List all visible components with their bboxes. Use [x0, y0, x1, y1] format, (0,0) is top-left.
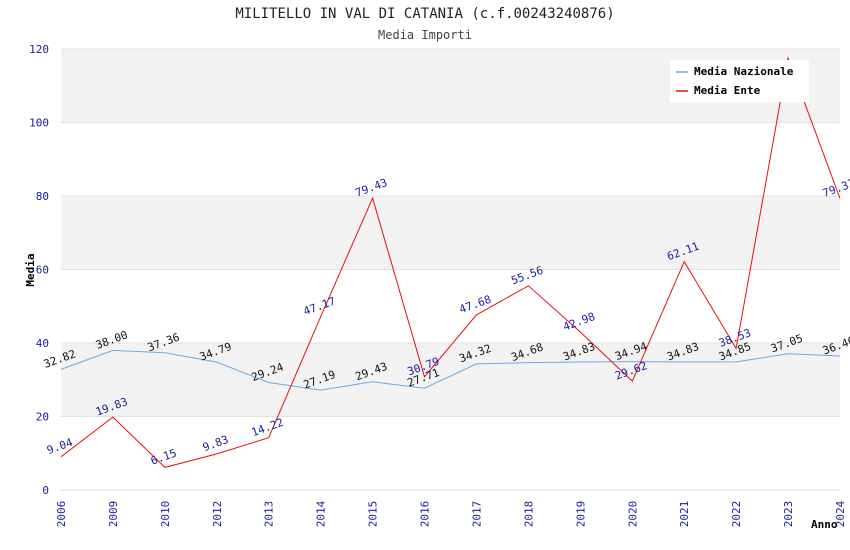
x-tick-label: 2020: [626, 501, 639, 528]
x-tick-label: 2024: [834, 500, 847, 527]
plot-band: [61, 269, 840, 343]
series-line-media-ente: [60, 56, 841, 468]
x-tick-label: 2014: [315, 500, 328, 527]
y-tick-label: 20: [36, 411, 49, 424]
x-tick-label: 2021: [678, 501, 691, 528]
x-tick-label: 2017: [470, 501, 483, 528]
legend-label-media-nazionale: Media Nazionale: [694, 65, 794, 78]
x-tick-label: 2022: [730, 501, 743, 528]
legend-label-media-ente: Media Ente: [694, 84, 761, 97]
y-tick-label: 120: [29, 43, 49, 56]
series-line-media-nazionale: [60, 349, 841, 391]
y-tick-label: 80: [36, 190, 49, 203]
y-axis-label: Media: [24, 253, 37, 286]
y-tick-label: 100: [29, 117, 49, 130]
x-tick-label: 2019: [574, 501, 587, 528]
series-lines: [60, 56, 841, 468]
plot-band: [61, 196, 840, 270]
x-tick-label: 2013: [263, 501, 276, 528]
x-tick-label: 2010: [159, 501, 172, 528]
y-tick-label: 0: [42, 484, 49, 497]
chart-title: MILITELLO IN VAL DI CATANIA (c.f.0024324…: [235, 6, 614, 22]
y-tick-label: 60: [36, 264, 49, 277]
x-tick-label: 2018: [522, 501, 535, 528]
legend: Media Nazionale Media Ente: [670, 60, 809, 102]
plot-band: [61, 343, 840, 417]
x-tick-label: 2023: [782, 501, 795, 528]
x-tick-label: 2012: [211, 501, 224, 528]
plot-band: [61, 416, 840, 490]
x-tick-labels: 2006 2009 2010 2012 2013 2014 2015 2016 2017 2018…: [55, 500, 847, 527]
chart-subtitle: Media Importi: [378, 28, 472, 42]
x-tick-label: 2016: [419, 501, 432, 528]
x-tick-label: 2006: [55, 501, 68, 528]
x-axis-label: Anno: [811, 518, 838, 531]
y-tick-labels: 0 20 40 60 80 100 120: [29, 43, 49, 497]
legend-box: [670, 60, 809, 102]
x-tick-label: 2015: [367, 501, 380, 528]
plot-band: [61, 122, 840, 196]
y-tick-label: 40: [36, 337, 49, 350]
x-tick-label: 2009: [107, 501, 120, 528]
